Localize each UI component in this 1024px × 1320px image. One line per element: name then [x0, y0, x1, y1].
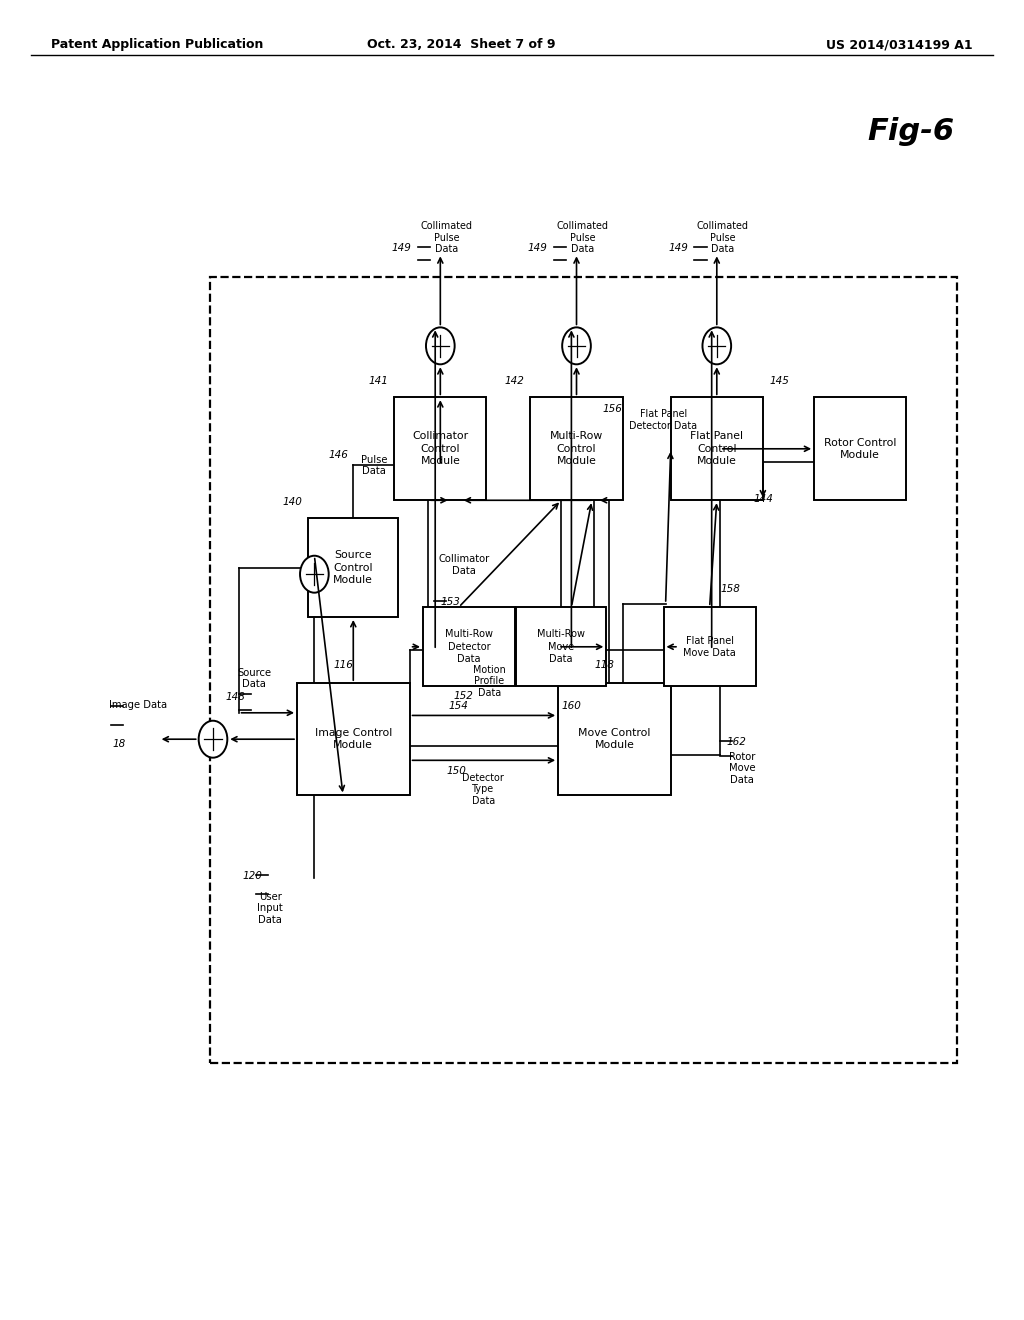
Circle shape	[199, 721, 227, 758]
Text: 140: 140	[283, 498, 302, 507]
Text: Collimator
Data: Collimator Data	[438, 554, 489, 576]
Text: Detector
Type
Data: Detector Type Data	[463, 772, 504, 807]
Text: 144: 144	[754, 494, 773, 504]
Text: Fig-6: Fig-6	[867, 117, 955, 147]
Circle shape	[300, 556, 329, 593]
Bar	[210, 277, 957, 1063]
Text: US 2014/0314199 A1: US 2014/0314199 A1	[826, 38, 973, 51]
Text: 141: 141	[369, 376, 388, 387]
Text: Collimator
Control
Module: Collimator Control Module	[413, 432, 468, 466]
Text: 145: 145	[769, 376, 788, 387]
Circle shape	[562, 327, 591, 364]
Text: Collimated
Pulse
Data: Collimated Pulse Data	[697, 220, 749, 255]
Text: 158: 158	[720, 583, 740, 594]
Text: 154: 154	[449, 701, 469, 711]
Text: 150: 150	[446, 766, 466, 776]
Text: 116: 116	[333, 660, 353, 669]
Text: Oct. 23, 2014  Sheet 7 of 9: Oct. 23, 2014 Sheet 7 of 9	[367, 38, 555, 51]
Text: Rotor
Move
Data: Rotor Move Data	[729, 751, 756, 785]
Text: Collimated
Pulse
Data: Collimated Pulse Data	[557, 220, 608, 255]
Text: 153: 153	[440, 597, 460, 607]
Text: 18: 18	[113, 739, 126, 750]
Text: Multi-Row
Detector
Data: Multi-Row Detector Data	[445, 630, 493, 664]
Text: Source
Control
Module: Source Control Module	[334, 550, 373, 585]
Text: User
Input
Data: User Input Data	[257, 891, 284, 925]
Bar	[671, 397, 763, 500]
Circle shape	[702, 327, 731, 364]
Text: Image Data: Image Data	[110, 700, 167, 710]
Circle shape	[426, 327, 455, 364]
Text: Flat Panel
Control
Module: Flat Panel Control Module	[690, 432, 743, 466]
Text: 152: 152	[454, 690, 473, 701]
Text: 148: 148	[226, 692, 246, 702]
Text: Patent Application Publication: Patent Application Publication	[51, 38, 263, 51]
Bar	[308, 519, 398, 618]
Text: Motion
Profile
Data: Motion Profile Data	[473, 664, 506, 698]
Text: Rotor Control
Module: Rotor Control Module	[824, 438, 896, 459]
Text: Multi-Row
Control
Module: Multi-Row Control Module	[550, 432, 603, 466]
Bar	[297, 682, 410, 795]
Text: 149: 149	[669, 243, 688, 253]
Bar	[558, 682, 671, 795]
Text: 149: 149	[528, 243, 548, 253]
Text: 156: 156	[603, 404, 623, 414]
Text: Source
Data: Source Data	[237, 668, 271, 689]
Bar	[814, 397, 906, 500]
Bar	[530, 397, 623, 500]
Text: Flat Panel
Move Data: Flat Panel Move Data	[683, 636, 736, 657]
Text: Image Control
Module: Image Control Module	[314, 729, 392, 750]
Text: 160: 160	[561, 701, 582, 711]
Text: Move Control
Module: Move Control Module	[579, 729, 650, 750]
Bar	[394, 397, 486, 500]
Text: 142: 142	[505, 376, 524, 387]
Text: Flat Panel
Detector Data: Flat Panel Detector Data	[630, 409, 697, 430]
Bar	[516, 607, 606, 686]
Text: 118: 118	[594, 660, 614, 669]
Text: 120: 120	[243, 871, 262, 882]
Text: Multi-Row
Move
Data: Multi-Row Move Data	[538, 630, 585, 664]
Text: 146: 146	[329, 450, 348, 459]
Text: 162: 162	[726, 737, 745, 747]
Text: 149: 149	[392, 243, 412, 253]
Bar	[664, 607, 756, 686]
Text: Collimated
Pulse
Data: Collimated Pulse Data	[421, 220, 472, 255]
Bar	[423, 607, 515, 686]
Text: Pulse
Data: Pulse Data	[360, 454, 387, 477]
